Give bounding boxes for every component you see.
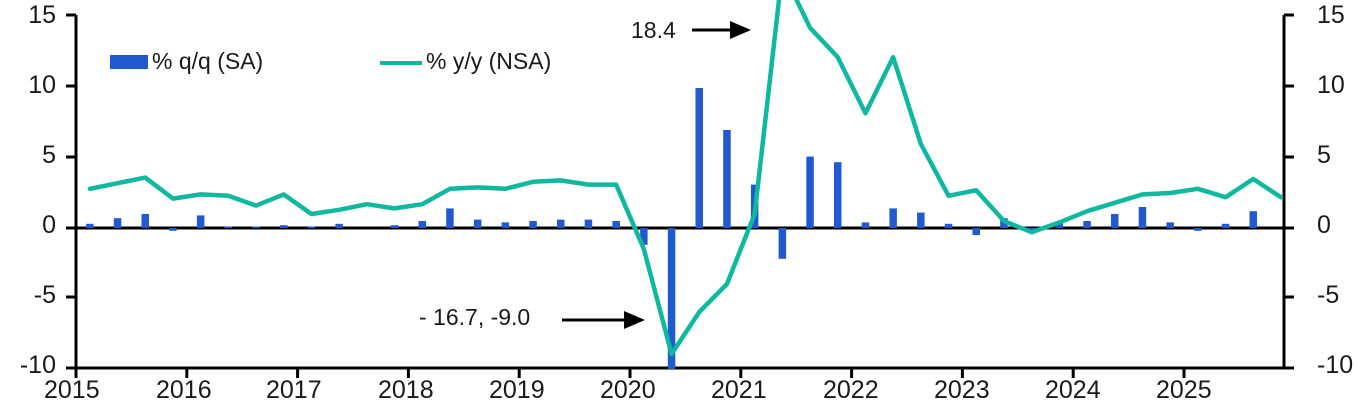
y-axis-left-tick-1: 10 (28, 71, 56, 99)
x-axis-tick-2023: 2023 (934, 376, 990, 404)
y-axis-left-tick-5: -10 (19, 351, 56, 379)
bar (1055, 222, 1064, 228)
y-axis-right-ticks (1284, 13, 1294, 370)
bar (224, 226, 233, 229)
y-axis-right-tick-0: 15 (1317, 1, 1345, 29)
x-axis-tick-2015: 2015 (44, 376, 100, 404)
x-axis-tick-2022: 2022 (823, 376, 879, 404)
bar (86, 223, 94, 228)
bar (390, 225, 399, 228)
x-axis-tick-2020: 2020 (600, 376, 656, 404)
bar (1138, 207, 1147, 228)
x-axis-ticks (74, 368, 1186, 378)
bar (695, 88, 703, 228)
bar (889, 208, 897, 228)
y-axis-left-ticks (66, 13, 76, 370)
x-axis-tick-2019: 2019 (489, 376, 545, 404)
bar (667, 228, 676, 369)
y-axis-left-tick-3: 0 (42, 211, 56, 239)
bar (446, 208, 454, 228)
bar (1194, 228, 1202, 231)
y-axis-right-tick-4: -5 (1317, 281, 1340, 309)
bar (557, 219, 565, 228)
bar (612, 221, 620, 228)
legend-label-bar: % q/q (SA) (152, 48, 264, 74)
bar (640, 228, 648, 245)
y-axis-right-tick-3: 0 (1317, 211, 1331, 239)
bar (529, 221, 537, 228)
bar (418, 221, 426, 228)
bar (723, 130, 731, 228)
legend-swatch-line (380, 61, 422, 65)
annotation-top-label: 18.4 (631, 17, 676, 43)
bar (917, 212, 925, 228)
bar (280, 225, 288, 228)
bar (806, 156, 814, 228)
bar (861, 222, 870, 228)
bar (307, 226, 316, 229)
bar (501, 222, 510, 228)
annotation-bottom-label: - 16.7, -9.0 (419, 304, 531, 330)
bar (1083, 221, 1091, 228)
bar (1166, 222, 1174, 228)
bar (252, 226, 260, 229)
x-axis-tick-2024: 2024 (1045, 376, 1101, 404)
bar (1111, 214, 1119, 228)
y-axis-left-tick-4: -5 (33, 281, 56, 309)
y-axis-right-tick-1: 10 (1317, 71, 1345, 99)
bar (944, 223, 953, 228)
bar (113, 218, 122, 228)
bar (196, 215, 205, 228)
bar (1221, 223, 1230, 228)
line-series (87, 0, 1284, 357)
x-axis-tick-2018: 2018 (378, 376, 434, 404)
y-axis-right-tick-5: -10 (1317, 351, 1354, 379)
bar (335, 223, 343, 228)
legend-label-line: % y/y (NSA) (426, 48, 552, 74)
bar (972, 228, 980, 235)
bar (584, 219, 593, 228)
bar (1249, 211, 1257, 228)
y-axis-right-tick-2: 5 (1317, 141, 1331, 169)
y-axis-left-tick-2: 5 (42, 141, 56, 169)
bar-series (86, 88, 1257, 369)
bar (169, 228, 177, 231)
x-axis-tick-2016: 2016 (156, 376, 212, 404)
bar (834, 162, 842, 228)
x-axis-tick-2021: 2021 (711, 376, 767, 404)
x-axis-tick-2017: 2017 (266, 376, 322, 404)
bar (473, 219, 482, 228)
legend-swatch-bar (110, 55, 148, 69)
bar (778, 228, 787, 259)
y-axis-left-tick-0: 15 (28, 1, 56, 29)
x-axis-tick-2025: 2025 (1156, 376, 1212, 404)
bar (141, 214, 149, 228)
